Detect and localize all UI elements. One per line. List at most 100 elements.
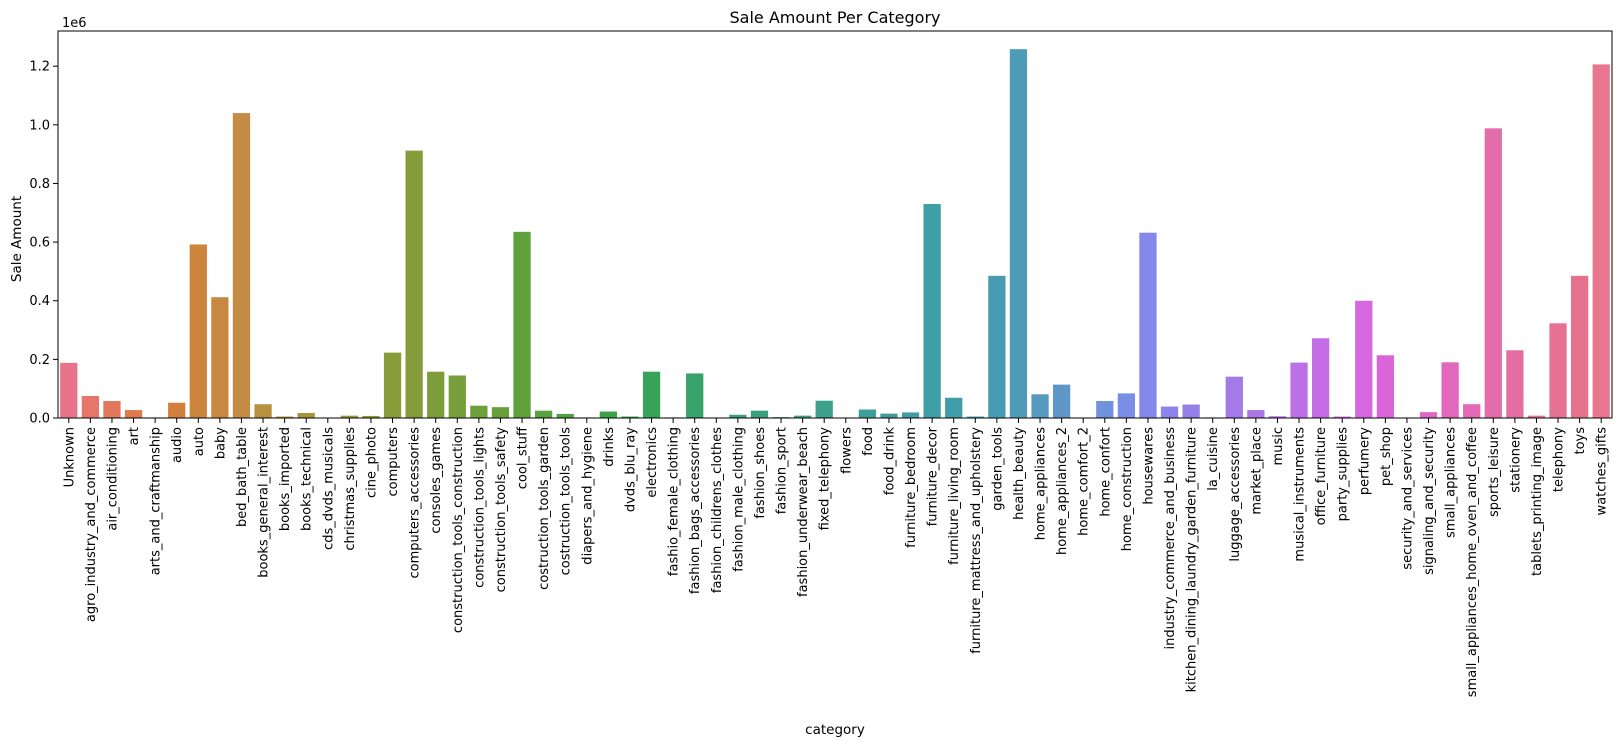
x-tick-label-construction_tools_safety: construction_tools_safety [494, 427, 509, 593]
y-tick-label: 0.8 [29, 177, 50, 192]
bar-musical_instruments [1290, 362, 1308, 418]
bar-construction_tools_safety [491, 407, 510, 418]
x-tick-label-fashion_bags_accessories: fashion_bags_accessories [688, 427, 703, 594]
x-tick-label-agro_industry_and_commerce: agro_industry_and_commerce [84, 427, 99, 622]
x-tick-label-stationery: stationery [1508, 427, 1523, 493]
bar-home_confort [1096, 401, 1114, 418]
x-tick-label-costruction_tools_tools: costruction_tools_tools [559, 427, 574, 576]
bar-books_imported [275, 416, 294, 418]
bar-furniture_mattress_and_upholstery [966, 416, 984, 418]
x-tick-label-art: art [127, 427, 142, 445]
bar-consoles_games [427, 371, 445, 418]
bar-construction_tools_construction [448, 375, 466, 418]
x-tick-label-home_construction: home_construction [1120, 427, 1135, 551]
bar-auto [189, 244, 207, 418]
x-tick-label-pet_shop: pet_shop [1379, 427, 1394, 486]
bar-music [1268, 416, 1287, 418]
x-tick-label-food_drink: food_drink [882, 427, 897, 496]
bar-sports_leisure [1484, 128, 1502, 418]
bar-telephony [1549, 323, 1567, 418]
x-tick-label-home_appliances: home_appliances [1034, 427, 1049, 540]
x-tick-label-fashion_childrens_clothes: fashion_childrens_clothes [710, 427, 725, 593]
y-tick-label: 1.0 [29, 118, 50, 133]
x-tick-label-computers_accessories: computers_accessories [408, 427, 423, 579]
bar-food [858, 409, 877, 418]
y-tick-label: 0.2 [29, 353, 50, 368]
bar-home_appliances_2 [1052, 384, 1071, 418]
x-tick-label-furniture_living_room: furniture_living_room [947, 427, 962, 565]
bar-fashion_bags_accessories [686, 373, 704, 418]
x-tick-label-construction_tools_lights: construction_tools_lights [472, 427, 487, 588]
x-tick-label-baby: baby [213, 427, 228, 459]
x-tick-label-kitchen_dining_laundry_garden_furniture: kitchen_dining_laundry_garden_furniture [1185, 427, 1200, 692]
bar-signaling_and_security [1419, 412, 1438, 418]
plot-frame [57, 30, 1613, 419]
y-axis-ticks: 0.0 0.2 0.4 0.6 0.8 1.0 1.2 [29, 60, 58, 427]
bar-home_construction [1117, 393, 1136, 418]
x-tick-label-telephony: telephony [1552, 427, 1567, 492]
bars-group [60, 49, 1610, 419]
x-tick-label-home_confort: home_confort [1098, 427, 1113, 517]
x-tick-label-food: food [861, 427, 876, 456]
bar-audio [168, 402, 186, 418]
bar-toys [1570, 275, 1589, 418]
x-tick-label-health_beauty: health_beauty [1012, 427, 1027, 520]
bar-fashion_shoes [750, 410, 769, 418]
x-tick-label-small_appliances_home_oven_and_coffee: small_appliances_home_oven_and_coffee [1465, 427, 1480, 697]
bar-garden_tools [988, 275, 1006, 418]
x-tick-label-office_furniture: office_furniture [1314, 427, 1329, 525]
x-tick-label-market_place: market_place [1249, 427, 1264, 515]
bar-small_appliances [1441, 362, 1459, 418]
x-tick-label-flowers: flowers [839, 427, 854, 474]
bar-health_beauty [1009, 49, 1028, 419]
bar-tablets_printing_image [1527, 415, 1546, 418]
x-tick-label-books_imported: books_imported [278, 427, 293, 531]
bar-dvds_blu_ray [621, 416, 639, 418]
y-tick-label: 0.6 [29, 236, 50, 251]
bar-pet_shop [1376, 355, 1395, 418]
x-tick-label-industry_commerce_and_business: industry_commerce_and_business [1163, 427, 1178, 650]
bar-furniture_living_room [945, 397, 963, 418]
bar-luggage_accessories [1225, 376, 1243, 418]
x-tick-label-books_technical: books_technical [300, 427, 315, 531]
bar-costruction_tools_garden [534, 410, 553, 418]
y-axis-label: Sale Amount [9, 196, 25, 282]
bar-Unknown [60, 362, 78, 418]
bar-kitchen_dining_laundry_garden_furniture [1182, 404, 1200, 418]
x-tick-label-auto: auto [192, 427, 207, 456]
x-tick-label-fashion_male_clothing: fashion_male_clothing [731, 427, 746, 572]
bar-fixed_telephony [815, 400, 833, 418]
bar-drinks [599, 411, 618, 418]
x-tick-label-musical_instruments: musical_instruments [1293, 427, 1308, 562]
bar-stationery [1506, 350, 1524, 418]
x-tick-label-home_appliances_2: home_appliances_2 [1055, 427, 1070, 555]
bar-art [124, 410, 143, 418]
x-tick-label-cine_photo: cine_photo [364, 427, 379, 498]
x-tick-label-la_cuisine: la_cuisine [1206, 427, 1221, 491]
x-tick-label-bed_bath_table: bed_bath_table [235, 427, 250, 527]
bar-air_conditioning [103, 401, 121, 418]
bar-office_furniture [1311, 338, 1330, 418]
bar-market_place [1247, 410, 1265, 418]
x-tick-label-dvds_blu_ray: dvds_blu_ray [623, 427, 638, 512]
bar-books_technical [297, 413, 315, 418]
y-tick-label: 0.4 [29, 294, 50, 309]
bar-watches_gifts [1592, 64, 1610, 419]
x-tick-label-fashio_female_clothing: fashio_female_clothing [667, 427, 682, 576]
bar-christmas_supplies [340, 415, 359, 418]
x-tick-label-costruction_tools_garden: costruction_tools_garden [537, 427, 552, 590]
bar-bed_bath_table [232, 113, 251, 418]
bar-baby [211, 297, 229, 418]
bar-agro_industry_and_commerce [81, 396, 100, 418]
bar-housewares [1139, 232, 1157, 418]
x-tick-label-perfumery: perfumery [1357, 427, 1372, 495]
x-tick-label-computers: computers [386, 427, 401, 497]
bar-computers_accessories [405, 150, 423, 418]
bar-perfumery [1355, 300, 1373, 418]
x-tick-label-cds_dvds_musicals: cds_dvds_musicals [321, 427, 336, 550]
x-tick-label-toys: toys [1573, 427, 1588, 455]
x-tick-label-housewares: housewares [1141, 427, 1156, 505]
bar-furniture_bedroom [901, 412, 920, 418]
x-tick-label-security_and_services: security_and_services [1400, 427, 1415, 570]
